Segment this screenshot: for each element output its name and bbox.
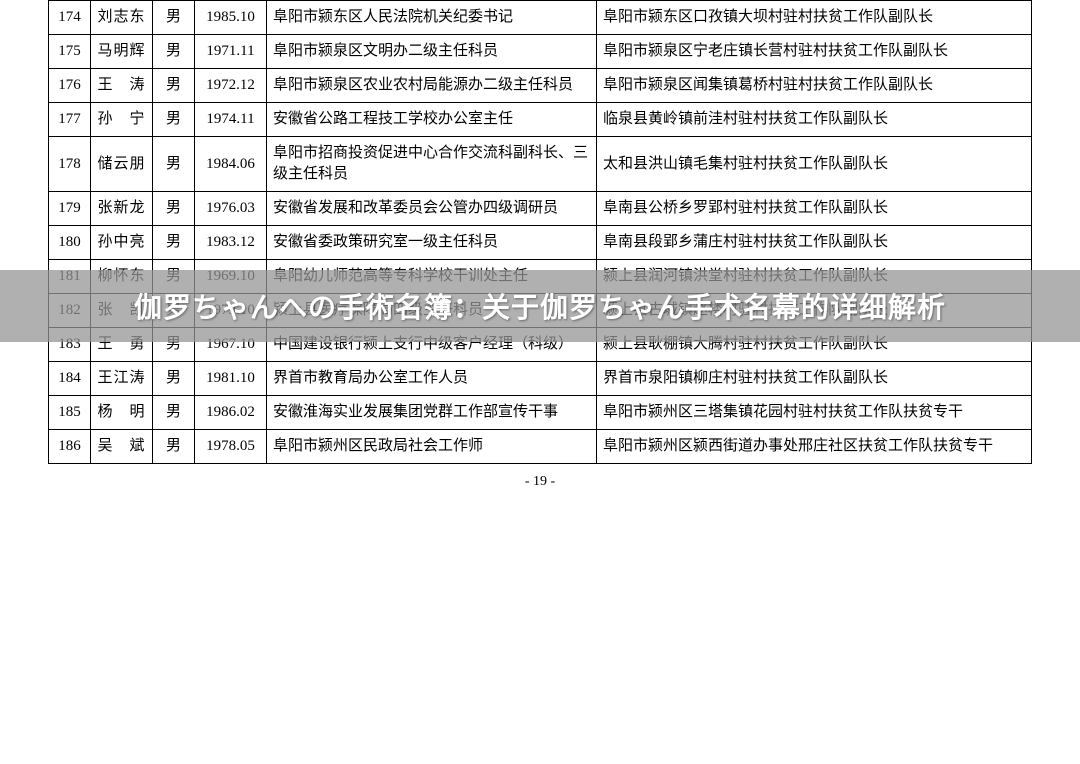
table-row: 185杨 明男1986.02安徽淮海实业发展集团党群工作部宣传干事阜阳市颍州区三… bbox=[49, 396, 1032, 430]
cell-name: 储云朋 bbox=[91, 137, 153, 192]
cell-gender: 男 bbox=[153, 362, 195, 396]
cell-date: 1983.12 bbox=[195, 226, 267, 260]
table-row: 177孙 宁男1974.11安徽省公路工程技工学校办公室主任临泉县黄岭镇前洼村驻… bbox=[49, 103, 1032, 137]
cell-name: 张新龙 bbox=[91, 192, 153, 226]
cell-assignment: 阜阳市颍东区口孜镇大坝村驻村扶贫工作队副队长 bbox=[597, 1, 1032, 35]
cell-gender: 男 bbox=[153, 103, 195, 137]
cell-gender: 男 bbox=[153, 1, 195, 35]
table-row: 184王江涛男1981.10界首市教育局办公室工作人员界首市泉阳镇柳庄村驻村扶贫… bbox=[49, 362, 1032, 396]
page-number: - 19 - bbox=[48, 474, 1032, 490]
cell-assignment: 临泉县黄岭镇前洼村驻村扶贫工作队副队长 bbox=[597, 103, 1032, 137]
cell-num: 184 bbox=[49, 362, 91, 396]
cell-name: 刘志东 bbox=[91, 1, 153, 35]
cell-position: 安徽省委政策研究室一级主任科员 bbox=[267, 226, 597, 260]
cell-date: 1978.05 bbox=[195, 430, 267, 464]
table-row: 178储云朋男1984.06阜阳市招商投资促进中心合作交流科副科长、三级主任科员… bbox=[49, 137, 1032, 192]
cell-position: 阜阳市颍东区人民法院机关纪委书记 bbox=[267, 1, 597, 35]
cell-position: 阜阳市颍州区民政局社会工作师 bbox=[267, 430, 597, 464]
cell-date: 1976.03 bbox=[195, 192, 267, 226]
cell-name: 杨 明 bbox=[91, 396, 153, 430]
cell-gender: 男 bbox=[153, 35, 195, 69]
table-row: 180孙中亮男1983.12安徽省委政策研究室一级主任科员阜南县段郢乡蒲庄村驻村… bbox=[49, 226, 1032, 260]
cell-assignment: 阜阳市颍泉区宁老庄镇长营村驻村扶贫工作队副队长 bbox=[597, 35, 1032, 69]
cell-position: 阜阳市颍泉区文明办二级主任科员 bbox=[267, 35, 597, 69]
cell-date: 1972.12 bbox=[195, 69, 267, 103]
table-row: 176王 涛男1972.12阜阳市颍泉区农业农村局能源办二级主任科员阜阳市颍泉区… bbox=[49, 69, 1032, 103]
cell-gender: 男 bbox=[153, 192, 195, 226]
cell-date: 1986.02 bbox=[195, 396, 267, 430]
cell-name: 王江涛 bbox=[91, 362, 153, 396]
cell-date: 1981.10 bbox=[195, 362, 267, 396]
cell-position: 安徽淮海实业发展集团党群工作部宣传干事 bbox=[267, 396, 597, 430]
cell-date: 1984.06 bbox=[195, 137, 267, 192]
cell-gender: 男 bbox=[153, 137, 195, 192]
table-row: 174刘志东男1985.10阜阳市颍东区人民法院机关纪委书记阜阳市颍东区口孜镇大… bbox=[49, 1, 1032, 35]
cell-num: 175 bbox=[49, 35, 91, 69]
cell-num: 186 bbox=[49, 430, 91, 464]
cell-name: 孙 宁 bbox=[91, 103, 153, 137]
document-page: 174刘志东男1985.10阜阳市颍东区人民法院机关纪委书记阜阳市颍东区口孜镇大… bbox=[0, 0, 1080, 490]
cell-position: 阜阳市招商投资促进中心合作交流科副科长、三级主任科员 bbox=[267, 137, 597, 192]
cell-gender: 男 bbox=[153, 430, 195, 464]
cell-num: 176 bbox=[49, 69, 91, 103]
cell-date: 1971.11 bbox=[195, 35, 267, 69]
cell-name: 马明辉 bbox=[91, 35, 153, 69]
cell-assignment: 太和县洪山镇毛集村驻村扶贫工作队副队长 bbox=[597, 137, 1032, 192]
cell-num: 185 bbox=[49, 396, 91, 430]
cell-name: 吴 斌 bbox=[91, 430, 153, 464]
cell-position: 界首市教育局办公室工作人员 bbox=[267, 362, 597, 396]
table-row: 179张新龙男1976.03安徽省发展和改革委员会公管办四级调研员阜南县公桥乡罗… bbox=[49, 192, 1032, 226]
table-row: 175马明辉男1971.11阜阳市颍泉区文明办二级主任科员阜阳市颍泉区宁老庄镇长… bbox=[49, 35, 1032, 69]
cell-num: 178 bbox=[49, 137, 91, 192]
cell-name: 王 涛 bbox=[91, 69, 153, 103]
cell-gender: 男 bbox=[153, 226, 195, 260]
table-row: 186吴 斌男1978.05阜阳市颍州区民政局社会工作师阜阳市颍州区颍西街道办事… bbox=[49, 430, 1032, 464]
overlay-banner: 伽罗ちゃんへの手術名簿：关于伽罗ちゃん手术名幕的详细解析 bbox=[0, 270, 1080, 342]
cell-num: 174 bbox=[49, 1, 91, 35]
cell-position: 安徽省公路工程技工学校办公室主任 bbox=[267, 103, 597, 137]
personnel-table: 174刘志东男1985.10阜阳市颍东区人民法院机关纪委书记阜阳市颍东区口孜镇大… bbox=[48, 0, 1032, 464]
cell-assignment: 阜南县段郢乡蒲庄村驻村扶贫工作队副队长 bbox=[597, 226, 1032, 260]
cell-assignment: 界首市泉阳镇柳庄村驻村扶贫工作队副队长 bbox=[597, 362, 1032, 396]
cell-gender: 男 bbox=[153, 396, 195, 430]
cell-num: 177 bbox=[49, 103, 91, 137]
cell-date: 1985.10 bbox=[195, 1, 267, 35]
cell-assignment: 阜南县公桥乡罗郢村驻村扶贫工作队副队长 bbox=[597, 192, 1032, 226]
cell-assignment: 阜阳市颍州区颍西街道办事处邢庄社区扶贫工作队扶贫专干 bbox=[597, 430, 1032, 464]
cell-num: 179 bbox=[49, 192, 91, 226]
cell-assignment: 阜阳市颍泉区闻集镇葛桥村驻村扶贫工作队副队长 bbox=[597, 69, 1032, 103]
cell-gender: 男 bbox=[153, 69, 195, 103]
cell-num: 180 bbox=[49, 226, 91, 260]
overlay-title: 伽罗ちゃんへの手術名簿：关于伽罗ちゃん手术名幕的详细解析 bbox=[134, 286, 946, 326]
cell-position: 阜阳市颍泉区农业农村局能源办二级主任科员 bbox=[267, 69, 597, 103]
cell-name: 孙中亮 bbox=[91, 226, 153, 260]
cell-assignment: 阜阳市颍州区三塔集镇花园村驻村扶贫工作队扶贫专干 bbox=[597, 396, 1032, 430]
cell-position: 安徽省发展和改革委员会公管办四级调研员 bbox=[267, 192, 597, 226]
cell-date: 1974.11 bbox=[195, 103, 267, 137]
